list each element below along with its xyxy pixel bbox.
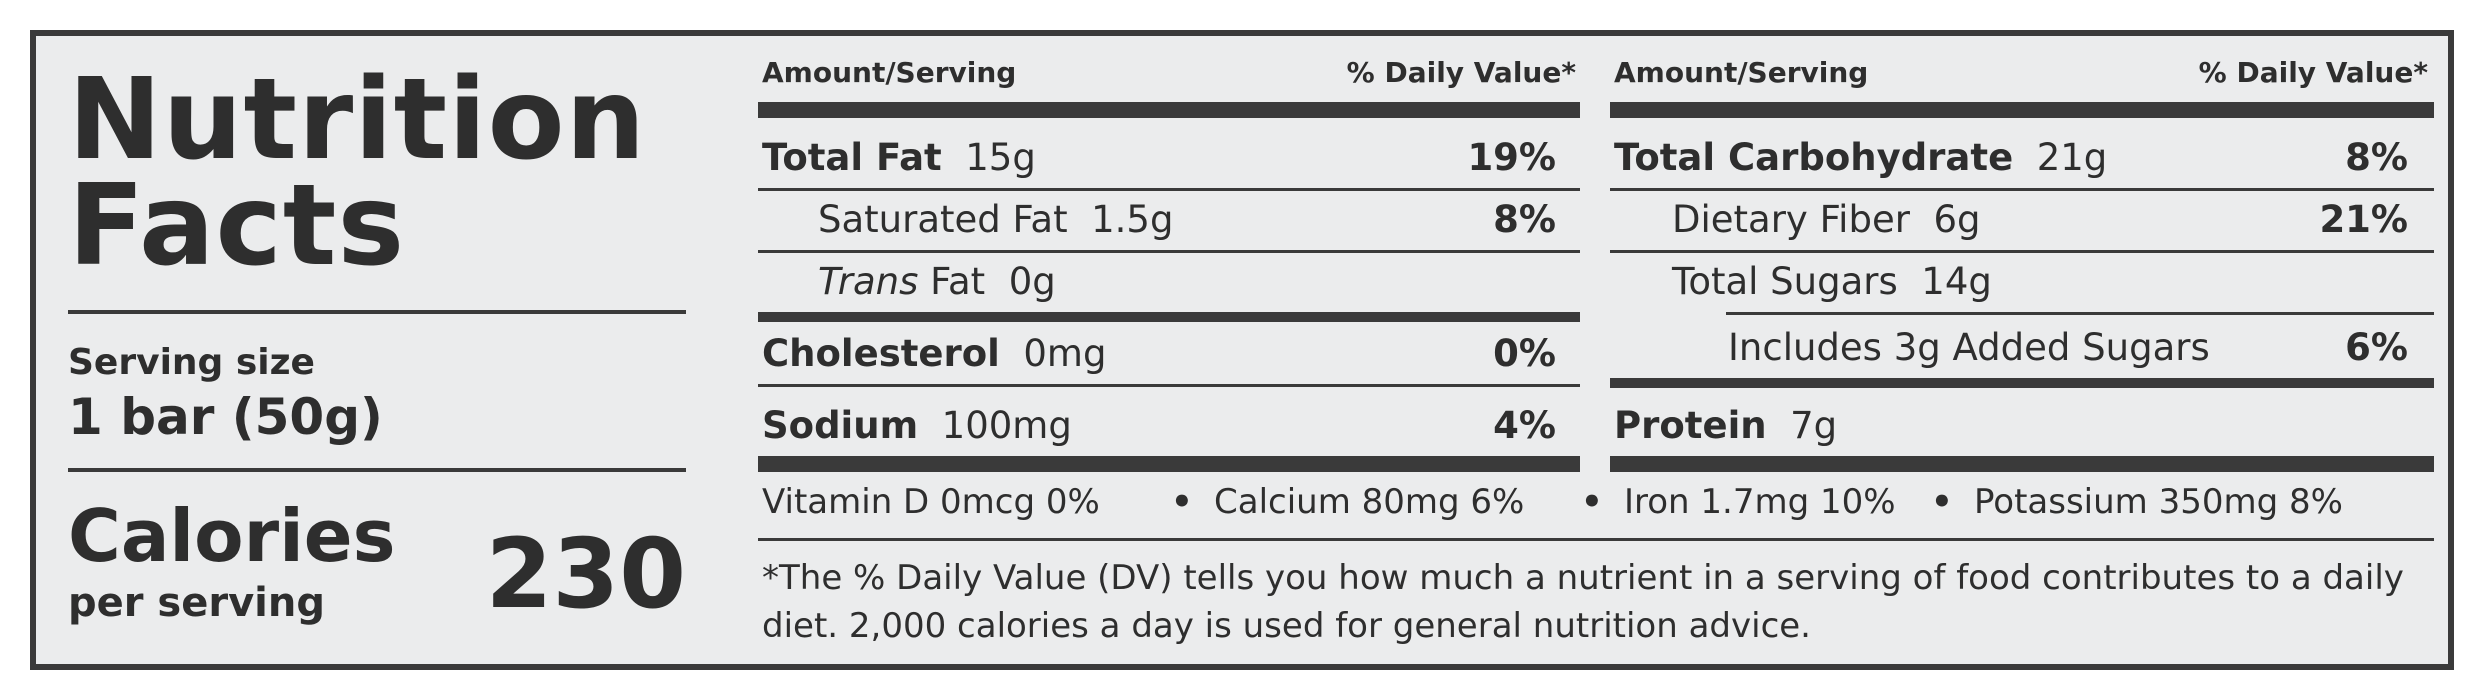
footnote-line-2: diet. 2,000 calories a day is used for g… <box>762 606 1811 646</box>
thick-bar <box>1610 456 2434 472</box>
daily-value-header: % Daily Value* <box>1346 56 1576 89</box>
total-fat-dv: 19% <box>1467 136 1556 179</box>
serving-size-label: Serving size <box>68 342 315 383</box>
total-fat-row: Total Fat 15g <box>762 136 1036 180</box>
thick-bar <box>758 456 1580 472</box>
nutrient-name-italic: Trans <box>818 260 919 303</box>
nutrient-name: Protein <box>1614 404 1767 447</box>
separator-dot: • <box>1581 482 1603 522</box>
iron: Iron 1.7mg 10% <box>1624 482 1896 522</box>
divider <box>1610 188 2434 191</box>
nutrient-amount: 6g <box>1933 198 1981 241</box>
serving-size-value: 1 bar (50g) <box>68 388 383 446</box>
nutrient-amount: 15g <box>965 136 1036 179</box>
amount-serving-header: Amount/Serving <box>762 56 1017 89</box>
title-nutrition: Nutrition <box>68 55 647 185</box>
calories-sublabel: per serving <box>68 580 325 626</box>
nutrient-amount: 7g <box>1790 404 1838 447</box>
thick-bar <box>758 102 1580 118</box>
dietary-fiber-row: Dietary Fiber 6g <box>1672 198 1980 242</box>
footnote-line-1: *The % Daily Value (DV) tells you how mu… <box>762 558 2404 598</box>
medium-bar <box>758 312 1580 322</box>
potassium: Potassium 350mg 8% <box>1974 482 2343 522</box>
divider <box>758 250 1580 253</box>
cholesterol-row: Cholesterol 0mg <box>762 332 1106 376</box>
dietary-fiber-dv: 21% <box>2319 198 2408 241</box>
calcium: Calcium 80mg 6% <box>1214 482 1525 522</box>
daily-value-header: % Daily Value* <box>2198 56 2428 89</box>
protein-row: Protein 7g <box>1614 404 1837 448</box>
total-sugars-row: Total Sugars 14g <box>1672 260 1992 304</box>
saturated-fat-dv: 8% <box>1493 198 1556 241</box>
vitamin-d: Vitamin D 0mcg 0% <box>762 482 1100 522</box>
divider <box>68 310 686 314</box>
nutrition-facts-label: Nutrition Facts Serving size 1 bar (50g)… <box>30 30 2454 670</box>
medium-bar <box>1610 378 2434 388</box>
cholesterol-dv: 0% <box>1493 332 1556 375</box>
divider <box>68 468 686 472</box>
separator-dot: • <box>1171 482 1193 522</box>
total-carbohydrate-dv: 8% <box>2345 136 2408 179</box>
divider <box>1726 312 2434 315</box>
trans-fat-row: Trans Fat 0g <box>818 260 1056 304</box>
nutrient-name: Fat <box>930 260 986 303</box>
calories-label: Calories <box>68 494 396 578</box>
nutrient-name: Total Carbohydrate <box>1614 136 2014 179</box>
nutrient-amount: 100mg <box>941 404 1072 447</box>
saturated-fat-row: Saturated Fat 1.5g <box>818 198 1173 242</box>
nutrient-amount: 21g <box>2036 136 2108 179</box>
added-sugars-row: Includes 3g Added Sugars <box>1728 326 2210 369</box>
sodium-row: Sodium 100mg <box>762 404 1072 448</box>
nutrient-amount: 0mg <box>1023 332 1107 375</box>
nutrient-name: Dietary Fiber <box>1672 198 1910 241</box>
amount-serving-header: Amount/Serving <box>1614 56 1869 89</box>
nutrient-name: Total Fat <box>762 136 942 179</box>
nutrient-amount: 1.5g <box>1091 198 1174 241</box>
sodium-dv: 4% <box>1493 404 1556 447</box>
separator-dot: • <box>1931 482 1953 522</box>
divider <box>758 188 1580 191</box>
nutrient-amount: 0g <box>1008 260 1056 303</box>
nutrient-amount: 14g <box>1921 260 1992 303</box>
title-facts: Facts <box>68 161 406 291</box>
divider <box>758 384 1580 387</box>
nutrient-name: Total Sugars <box>1672 260 1898 303</box>
nutrient-name: Saturated Fat <box>818 198 1068 241</box>
nutrient-name: Cholesterol <box>762 332 1000 375</box>
divider <box>1610 250 2434 253</box>
calories-value: 230 <box>485 518 686 630</box>
divider <box>758 538 2434 541</box>
added-sugars-dv: 6% <box>2345 326 2408 369</box>
thick-bar <box>1610 102 2434 118</box>
total-carbohydrate-row: Total Carbohydrate 21g <box>1614 136 2107 180</box>
nutrient-name: Sodium <box>762 404 919 447</box>
